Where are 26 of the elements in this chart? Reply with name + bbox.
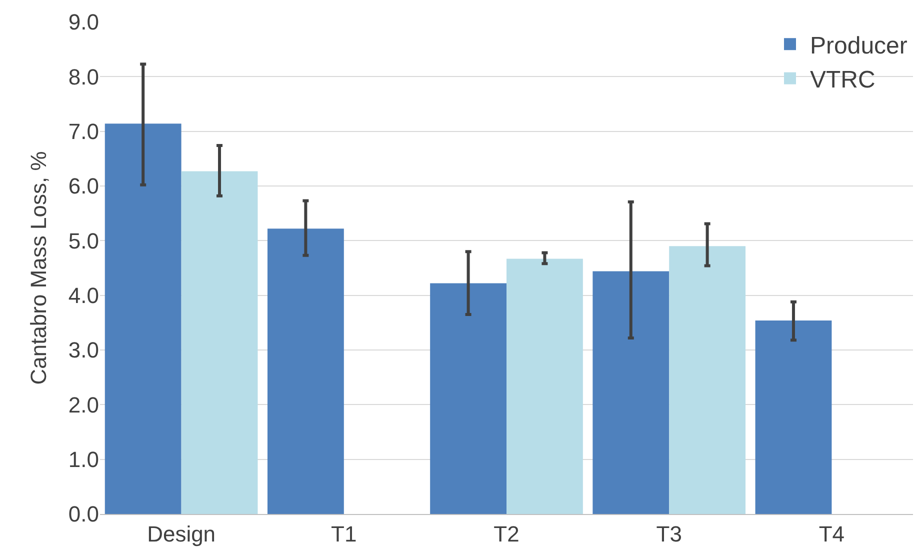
y-tick-label: 2.0	[68, 392, 99, 418]
y-tick-label: 1.0	[68, 447, 99, 472]
x-tick-label: T3	[656, 521, 682, 546]
y-tick-label: 8.0	[68, 64, 99, 90]
bar	[506, 258, 583, 514]
y-axis-title: Cantabro Mass Loss, %	[26, 151, 52, 385]
x-tick-label: T4	[818, 521, 845, 546]
y-tick-label: 3.0	[68, 338, 99, 363]
y-tick-label: 4.0	[68, 283, 99, 308]
bar	[430, 283, 506, 514]
bar	[181, 171, 258, 514]
bar	[267, 228, 344, 514]
y-tick-label: 9.0	[68, 10, 99, 35]
x-tick-label: T2	[494, 521, 520, 546]
x-tick-label: T1	[331, 521, 357, 546]
y-tick-label: 6.0	[68, 174, 99, 199]
bar	[755, 320, 832, 514]
y-tick-label: 7.0	[68, 119, 99, 144]
bar	[669, 246, 746, 514]
legend-label: Producer	[810, 32, 908, 60]
bar	[592, 271, 670, 514]
y-tick-label: 0.0	[68, 502, 99, 527]
bar	[104, 124, 182, 514]
legend-label: VTRC	[810, 66, 876, 94]
x-tick-label: Design	[147, 521, 216, 546]
y-tick-label: 5.0	[68, 228, 99, 254]
